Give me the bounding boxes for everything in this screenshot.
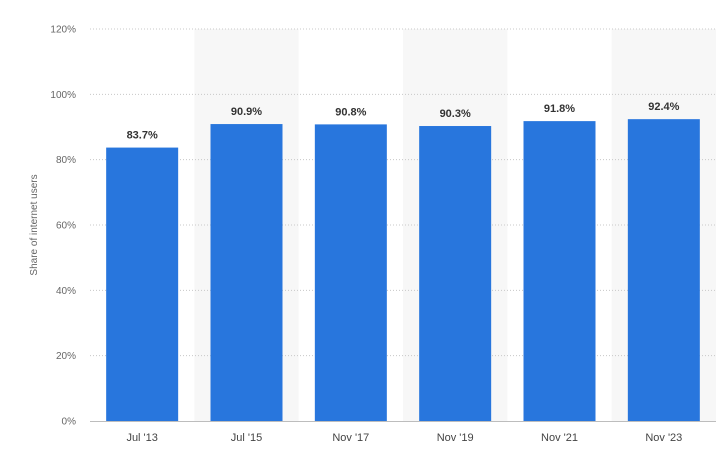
x-tick-label: Nov '23 — [645, 432, 682, 444]
bar — [106, 147, 179, 421]
x-tick-label: Nov '17 — [332, 432, 369, 444]
data-label: 90.3% — [440, 108, 471, 120]
y-tick-label: 40% — [56, 286, 76, 297]
value-labels: 83.7% 90.9% 90.8% 90.3% 91.8% 92.4% — [127, 101, 680, 141]
data-label: 92.4% — [648, 101, 679, 113]
bar — [627, 119, 700, 421]
y-tick-label: 60% — [56, 221, 76, 232]
data-label: 90.8% — [335, 106, 366, 118]
y-tick-label: 0% — [62, 417, 77, 428]
y-tick-label: 20% — [56, 351, 76, 362]
x-tick-label: Jul '15 — [231, 432, 262, 444]
data-label: 90.9% — [231, 106, 262, 118]
y-tick-label: 80% — [56, 155, 76, 166]
bars — [106, 119, 700, 422]
data-label: 91.8% — [544, 103, 575, 115]
bar — [419, 126, 492, 422]
y-tick-label: 100% — [50, 90, 76, 101]
data-label: 83.7% — [127, 130, 158, 142]
bar — [210, 124, 283, 421]
y-tick-label: 120% — [50, 25, 76, 36]
x-axis-categories: Jul '13 Jul '15 Nov '17 Nov '19 Nov '21 Nov '… — [126, 432, 682, 444]
x-tick-label: Nov '19 — [437, 432, 474, 444]
bar — [314, 124, 387, 422]
y-axis-ticks: 0% 20% 40% 60% 80% 100% 120% — [50, 25, 76, 428]
x-tick-label: Jul '13 — [126, 432, 157, 444]
y-axis-label: Share of internet users — [29, 174, 40, 275]
bar — [523, 121, 596, 422]
x-tick-label: Nov '21 — [541, 432, 578, 444]
gridlines — [90, 28, 716, 357]
